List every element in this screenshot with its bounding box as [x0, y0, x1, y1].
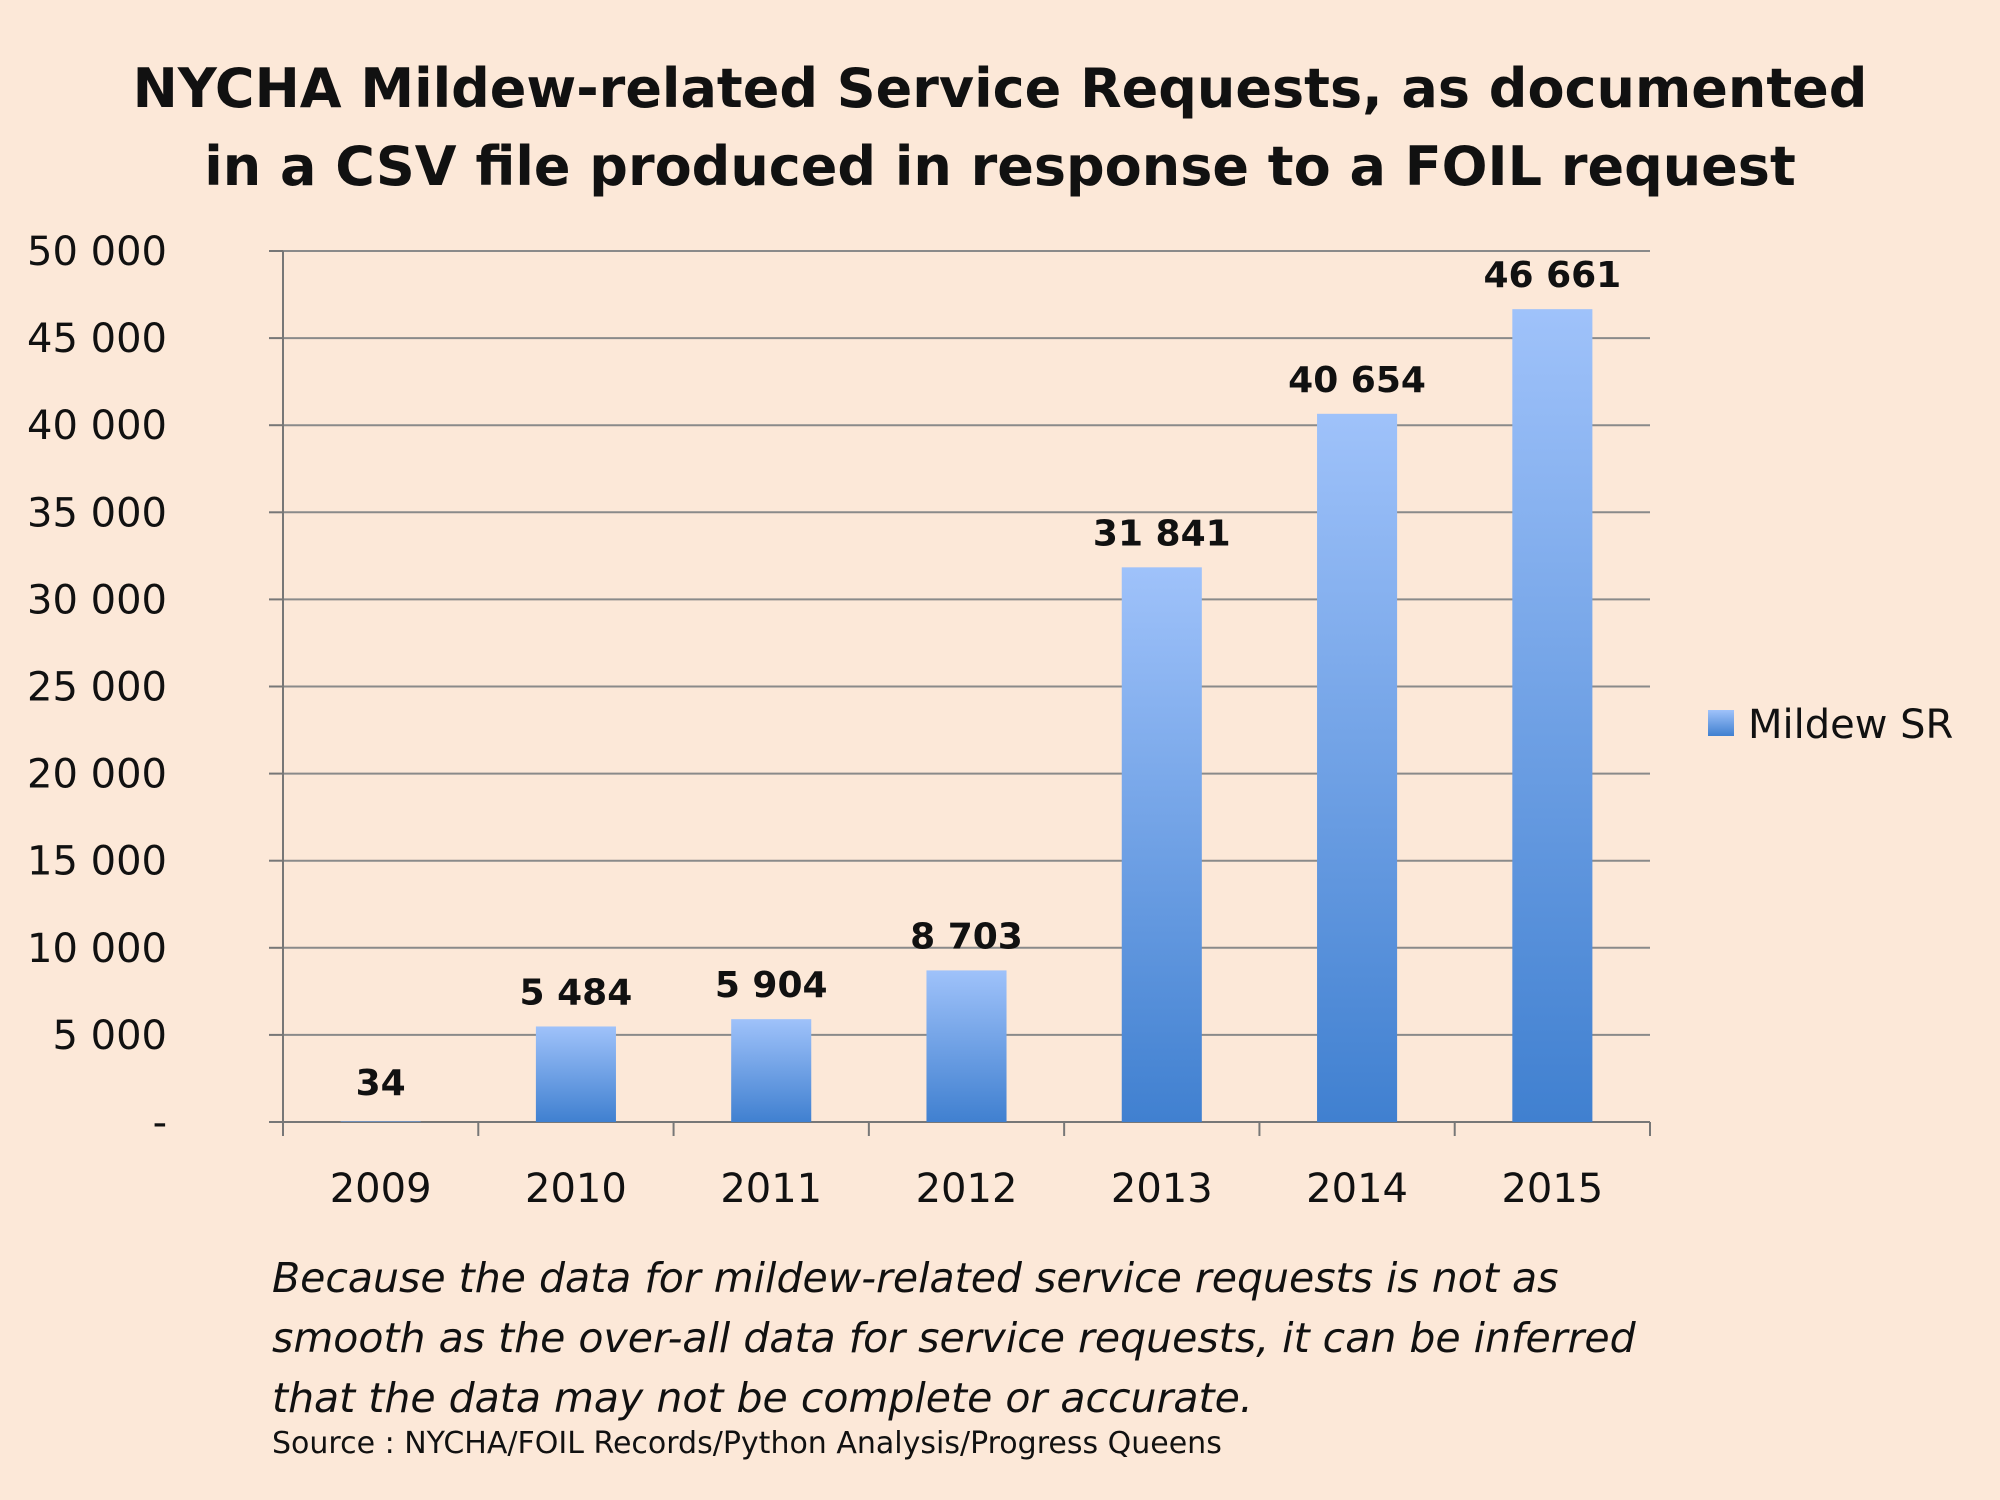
- bar-2011: [731, 1019, 812, 1122]
- y-tick-label: 20 000: [27, 752, 167, 798]
- legend: Mildew SR: [1708, 702, 1953, 748]
- y-tick-label: -: [153, 1100, 167, 1146]
- y-tick-label: 10 000: [27, 926, 167, 972]
- x-tick-label: 2013: [1111, 1166, 1213, 1212]
- chart-title-line-2: in a CSV file produced in response to a …: [204, 135, 1796, 198]
- note-line-1: Because the data for mildew-related serv…: [272, 1254, 1559, 1302]
- data-label-2013: 31 841: [1093, 513, 1231, 554]
- x-tick-label: 2012: [916, 1166, 1018, 1212]
- y-tick-label: 50 000: [27, 229, 167, 275]
- data-label-2011: 5 904: [715, 965, 828, 1006]
- y-tick-label: 40 000: [27, 403, 167, 449]
- legend-swatch: [1708, 710, 1734, 736]
- bar-2012: [926, 970, 1007, 1122]
- y-tick-label: 45 000: [27, 316, 167, 362]
- x-tick-label: 2015: [1501, 1166, 1603, 1212]
- y-tick-label: 35 000: [27, 490, 167, 536]
- legend-label: Mildew SR: [1748, 702, 1953, 748]
- data-label-2009: 34: [356, 1063, 406, 1104]
- note-line-3: that the data may not be complete or acc…: [272, 1374, 1253, 1422]
- chart-title-line-1: NYCHA Mildew-related Service Requests, a…: [132, 57, 1868, 120]
- chart-note: Because the data for mildew-related serv…: [272, 1248, 1732, 1428]
- data-labels: 34 5 484 5 904 8 703 31 841 40 654 46 661: [356, 255, 1622, 1104]
- bars: [340, 309, 1593, 1122]
- note-line-2: smooth as the over-all data for service …: [272, 1314, 1636, 1362]
- y-tick-label: 5 000: [52, 1013, 167, 1059]
- bar-2014: [1317, 413, 1398, 1122]
- bar-2013: [1121, 567, 1202, 1122]
- y-tick-label: 25 000: [27, 665, 167, 711]
- y-tick-label: 30 000: [27, 577, 167, 623]
- x-tick-label: 2009: [330, 1166, 432, 1212]
- gridlines: [283, 250, 1650, 1036]
- x-tick-label: 2011: [720, 1166, 822, 1212]
- x-tick-label: 2014: [1306, 1166, 1408, 1212]
- chart-title: NYCHA Mildew-related Service Requests, a…: [100, 50, 1900, 206]
- bar-2009: [340, 1121, 421, 1122]
- x-tick-label: 2010: [525, 1166, 627, 1212]
- bar-2015: [1512, 309, 1593, 1122]
- data-label-2015: 46 661: [1483, 255, 1621, 296]
- data-label-2012: 8 703: [910, 916, 1023, 957]
- bar-2010: [535, 1026, 616, 1122]
- y-tick-label: 15 000: [27, 839, 167, 885]
- data-label-2010: 5 484: [520, 972, 633, 1013]
- data-label-2014: 40 654: [1288, 360, 1426, 401]
- source-citation: Source : NYCHA/FOIL Records/Python Analy…: [272, 1426, 1222, 1461]
